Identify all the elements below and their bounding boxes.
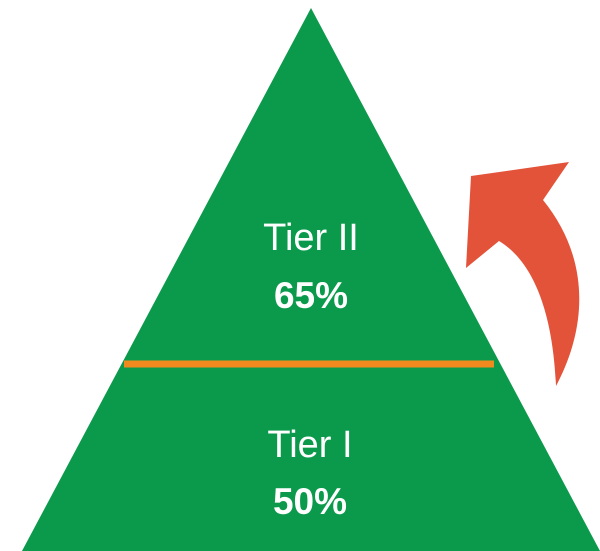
tier-1-percent: 50% [273, 481, 347, 522]
curved-up-arrow-icon [466, 162, 580, 386]
tier-2-percent: 65% [274, 275, 348, 316]
pyramid-shape [22, 8, 600, 551]
tier-1-label: Tier I [267, 424, 352, 466]
tier-2-label: Tier II [263, 217, 359, 259]
